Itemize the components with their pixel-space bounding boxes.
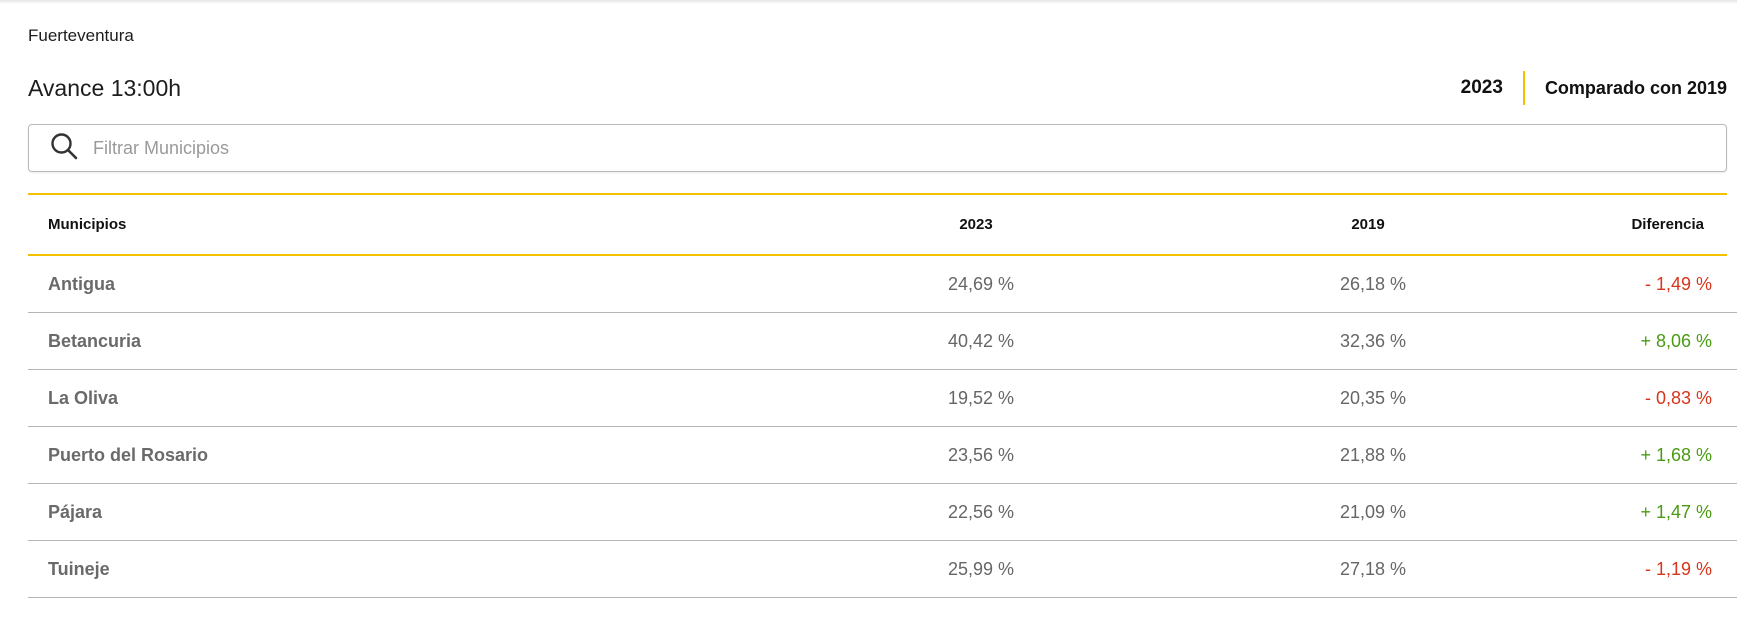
municipio-name: Puerto del Rosario [48,444,209,465]
value-2023: 25,99 % [947,558,1015,579]
year-current-button[interactable]: 2023 [1460,77,1503,98]
search-icon [29,131,79,166]
value-2019: 21,88 % [1339,444,1407,465]
value-2019: 21,09 % [1339,501,1407,522]
municipios-table: Municipios 2023 2019 Diferencia Antigua … [28,193,1737,598]
municipio-name: Betancuria [48,330,142,351]
table-row: Antigua 24,69 % 26,18 % - 1,49 % [28,256,1737,313]
municipio-name: Tuineje [48,558,110,579]
table-row: La Oliva 19,52 % 20,35 % - 0,83 % [28,370,1737,427]
column-header-2023: 2023 [959,216,993,233]
header: Avance 13:00h 2023 Comparado con 2019 [28,70,1727,106]
search-input[interactable] [93,128,1673,168]
value-2023: 23,56 % [947,444,1015,465]
table-row: Betancuria 40,42 % 32,36 % + 8,06 % [28,313,1737,370]
value-2019: 27,18 % [1339,558,1407,579]
year-switch: 2023 Comparado con 2019 [1461,70,1727,106]
region-label: Fuerteventura [28,26,134,45]
column-header-2019: 2019 [1351,216,1385,233]
difference-value: - 1,49 % [1644,273,1712,294]
search-box [28,124,1727,172]
difference-value: + 1,47 % [1640,501,1712,522]
table-row: Pájara 22,56 % 21,09 % + 1,47 % [28,484,1737,541]
difference-value: + 1,68 % [1640,444,1712,465]
top-shadow [0,0,1737,4]
table-row: Tuineje 25,99 % 27,18 % - 1,19 % [28,541,1737,598]
value-2023: 22,56 % [947,501,1015,522]
municipio-name: La Oliva [48,387,119,408]
value-2023: 24,69 % [947,273,1015,294]
value-2019: 32,36 % [1339,330,1407,351]
difference-value: - 1,19 % [1644,558,1712,579]
value-2019: 20,35 % [1339,387,1407,408]
table-row: Puerto del Rosario 23,56 % 21,88 % + 1,6… [28,427,1737,484]
difference-value: + 8,06 % [1640,330,1712,351]
value-2023: 19,52 % [947,387,1015,408]
value-2023: 40,42 % [947,330,1015,351]
table-header: Municipios 2023 2019 Diferencia [28,193,1727,256]
municipio-name: Antigua [48,273,115,294]
difference-value: - 0,83 % [1644,387,1712,408]
year-compare-button[interactable]: Comparado con 2019 [1544,77,1727,98]
municipio-name: Pájara [48,501,103,522]
column-header-diferencia: Diferencia [1631,216,1704,233]
value-2019: 26,18 % [1339,273,1407,294]
year-divider [1522,71,1525,105]
column-header-municipios: Municipios [48,216,127,233]
page-title: Avance 13:00h [28,74,182,101]
